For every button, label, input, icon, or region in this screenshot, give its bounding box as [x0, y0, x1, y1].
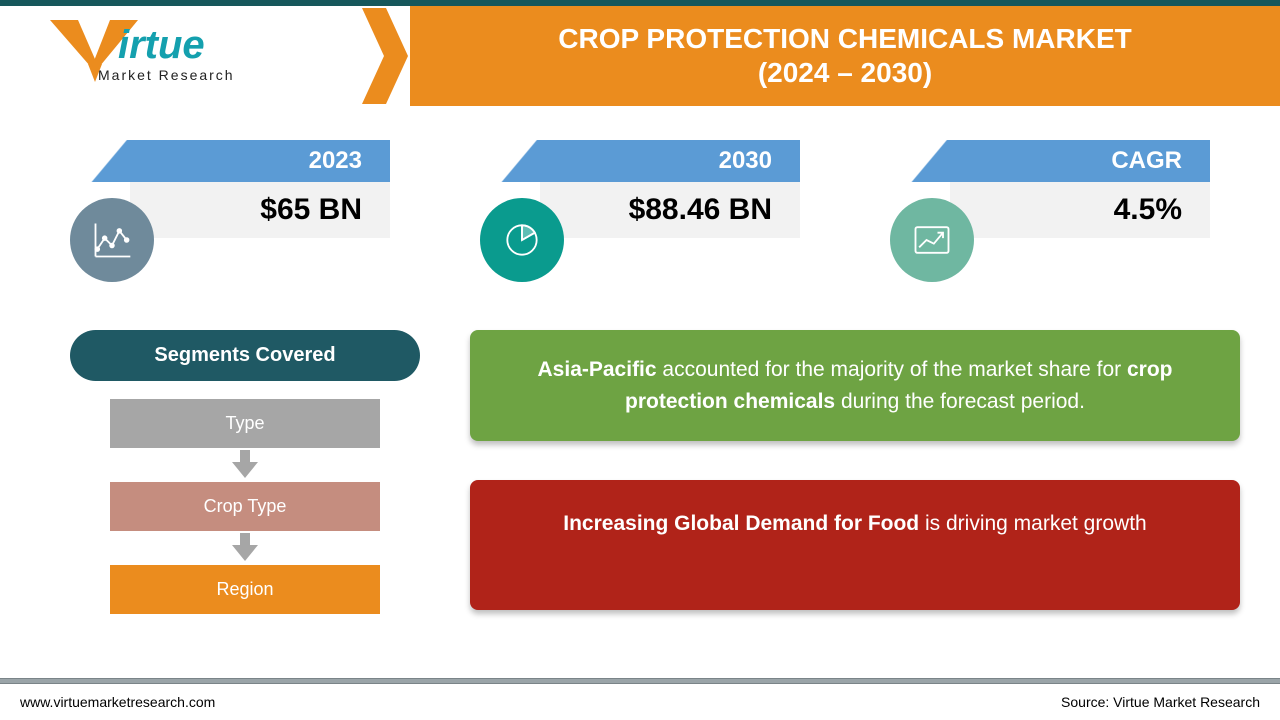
stat-value: 4.5%	[950, 182, 1210, 238]
stat-value: $65 BN	[130, 182, 390, 238]
title-line-1: CROP PROTECTION CHEMICALS MARKET	[558, 23, 1132, 54]
stat-label: CAGR	[950, 140, 1210, 182]
stats-row: 2023 $65 BN 2030 $88.46 BN	[90, 140, 1220, 290]
stat-label: 2023	[130, 140, 390, 182]
stat-label: 2030	[540, 140, 800, 182]
insight-regional: Asia-Pacific accounted for the majority …	[470, 330, 1240, 441]
insight-bold-region: Asia-Pacific	[538, 358, 657, 381]
chevron-icon	[360, 6, 410, 106]
segment-crop-type: Crop Type	[110, 482, 380, 531]
segments-header: Segments Covered	[70, 330, 420, 381]
segments-panel: Segments Covered Type Crop Type Region	[70, 330, 420, 614]
pie-chart-icon	[480, 198, 564, 282]
title-bar: CROP PROTECTION CHEMICALS MARKET (2024 –…	[410, 6, 1280, 106]
footer: www.virtuemarketresearch.com Source: Vir…	[0, 684, 1280, 720]
insight-driver: Increasing Global Demand for Food is dri…	[470, 480, 1240, 610]
stat-card-2030: 2030 $88.46 BN	[500, 140, 800, 290]
footer-url: www.virtuemarketresearch.com	[20, 694, 215, 710]
header: irtue Market Research CROP PROTECTION CH…	[0, 6, 1280, 106]
line-chart-icon	[70, 198, 154, 282]
footer-source: Source: Virtue Market Research	[1061, 694, 1260, 710]
logo: irtue Market Research	[0, 6, 360, 106]
title-line-2: (2024 – 2030)	[758, 57, 932, 88]
stat-value: $88.46 BN	[540, 182, 800, 238]
stat-card-2023: 2023 $65 BN	[90, 140, 390, 290]
growth-chart-icon	[890, 198, 974, 282]
virtue-logo-icon: irtue Market Research	[40, 16, 320, 96]
segment-type: Type	[110, 399, 380, 448]
segment-region: Region	[110, 565, 380, 614]
down-arrow-icon	[230, 533, 260, 563]
stat-card-cagr: CAGR 4.5%	[910, 140, 1210, 290]
svg-text:irtue: irtue	[118, 23, 205, 67]
insight-bold-driver: Increasing Global Demand for Food	[563, 512, 919, 535]
svg-text:Market Research: Market Research	[98, 67, 235, 83]
down-arrow-icon	[230, 450, 260, 480]
